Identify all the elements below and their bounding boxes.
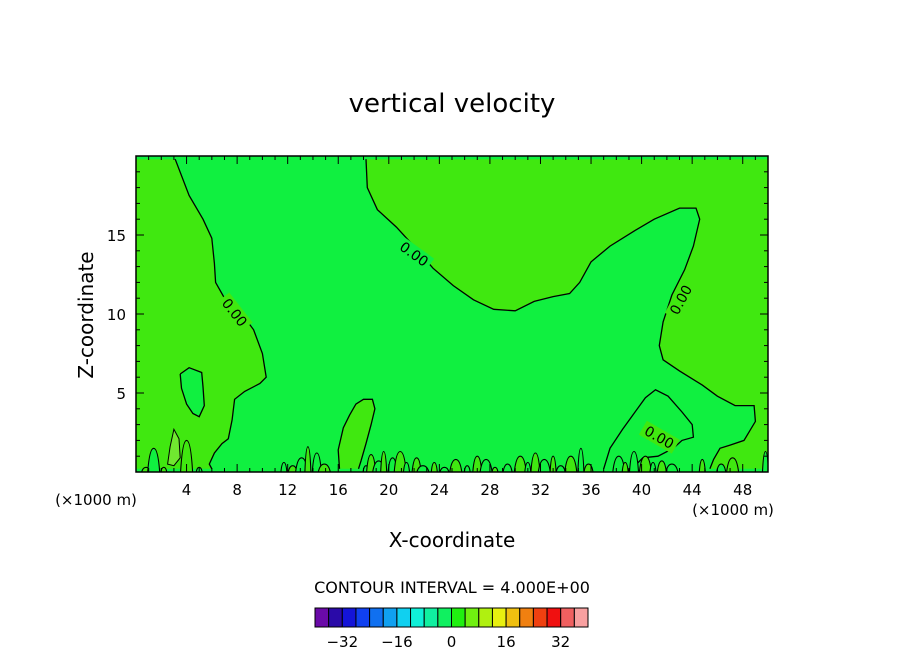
x-tick-label: 32 bbox=[531, 481, 550, 499]
colorbar-swatch bbox=[382, 607, 398, 628]
colorbar-tick-label: 0 bbox=[447, 633, 457, 651]
surface-perturbation bbox=[502, 463, 513, 472]
y-axis-unit-label: (×1000 m) bbox=[55, 491, 137, 509]
surface-perturbation bbox=[513, 455, 527, 472]
y-tick-label: 10 bbox=[107, 306, 126, 324]
surface-perturbation bbox=[479, 458, 493, 472]
surface-perturbation bbox=[311, 452, 322, 472]
colorbar-swatch bbox=[451, 607, 466, 628]
colorbar-swatch bbox=[437, 607, 453, 628]
x-tick-label: 16 bbox=[329, 481, 348, 499]
surface-perturbation bbox=[472, 455, 483, 472]
surface-perturbation bbox=[380, 450, 388, 472]
colorbar-swatch bbox=[410, 607, 425, 628]
surface-perturbation bbox=[439, 466, 450, 472]
colorbar-swatch bbox=[369, 607, 384, 628]
surface-perturbation bbox=[698, 458, 706, 472]
colorbar: −32 −16 0 16 32 bbox=[314, 607, 589, 651]
colorbar-swatch bbox=[341, 607, 357, 628]
contour-line-central-lobe bbox=[365, 159, 757, 470]
colorbar-tick-label: 32 bbox=[551, 633, 570, 651]
surface-perturbation bbox=[577, 447, 585, 472]
x-tick-label: 40 bbox=[632, 481, 651, 499]
plot-area: 0.000.000.000.00 bbox=[135, 155, 769, 473]
surface-perturbation bbox=[555, 465, 566, 472]
region-positive-right bbox=[366, 159, 768, 469]
contour-pocket-left-pocket bbox=[167, 427, 181, 467]
surface-perturbation bbox=[393, 450, 407, 472]
x-tick-label: 48 bbox=[733, 481, 752, 499]
contour-interval-text: CONTOUR INTERVAL = 4.000E+00 bbox=[314, 578, 590, 597]
colorbar-swatch bbox=[519, 607, 534, 628]
x-axis-label: X-coordinate bbox=[389, 528, 516, 552]
y-tick-label: 5 bbox=[116, 385, 126, 403]
colorbar-swatch bbox=[423, 607, 439, 628]
surface-perturbation bbox=[147, 447, 161, 472]
contour-label-bg bbox=[394, 236, 435, 272]
surface-perturbation bbox=[280, 461, 288, 472]
x-tick-label: 44 bbox=[683, 481, 702, 499]
x-tick-label: 20 bbox=[379, 481, 398, 499]
x-tick-label: 8 bbox=[232, 481, 242, 499]
contour-fill-group: 0.000.000.000.00 bbox=[136, 156, 768, 472]
colorbar-swatch bbox=[560, 607, 575, 628]
x-axis-unit-label: (×1000 m) bbox=[692, 501, 774, 519]
colorbar-swatch bbox=[573, 607, 589, 628]
region-positive-left bbox=[136, 159, 267, 469]
surface-perturbation bbox=[402, 461, 411, 472]
surface-perturbation bbox=[549, 455, 557, 472]
colorbar-swatch bbox=[396, 607, 412, 628]
surface-perturbation bbox=[491, 466, 499, 472]
surface-perturbation bbox=[638, 455, 652, 472]
contour-line-left-island bbox=[179, 366, 205, 418]
x-tick-label: 36 bbox=[581, 481, 600, 499]
surface-perturbation bbox=[416, 465, 430, 472]
surface-perturbation bbox=[621, 461, 629, 472]
x-axis: 4 8 12 16 20 24 28 32 36 40 44 48 bbox=[148, 156, 756, 499]
colorbar-tick-label: −16 bbox=[381, 633, 413, 651]
colorbar-swatch bbox=[546, 607, 562, 628]
contour-line-lower-right-pocket bbox=[603, 389, 695, 470]
surface-perturbation bbox=[304, 446, 312, 472]
surface-perturbation bbox=[317, 463, 331, 472]
colorbar-swatch bbox=[491, 607, 507, 628]
colorbar-tick-label: 16 bbox=[497, 633, 516, 651]
y-axis-label: Z-coordinate bbox=[74, 251, 98, 378]
region-positive-plume bbox=[338, 399, 375, 469]
colorbar-tick-label: −32 bbox=[326, 633, 358, 651]
colorbar-swatch bbox=[355, 607, 371, 628]
surface-perturbation bbox=[524, 461, 532, 472]
region-negative-island bbox=[180, 367, 205, 417]
contour-line-left-boundary bbox=[174, 158, 267, 470]
surface-perturbation bbox=[628, 450, 640, 472]
x-tick-label: 28 bbox=[480, 481, 499, 499]
colorbar-swatch bbox=[464, 607, 480, 628]
y-axis: 5 10 15 bbox=[107, 171, 768, 457]
surface-perturbation bbox=[180, 439, 194, 472]
contour-label-bg bbox=[638, 420, 680, 454]
x-tick-label: 4 bbox=[182, 481, 192, 499]
contour-label-bg bbox=[664, 279, 697, 321]
surface-perturbation bbox=[537, 458, 551, 472]
colorbar-swatch bbox=[328, 607, 343, 628]
x-tick-label: 12 bbox=[278, 481, 297, 499]
contour-line-central-plume bbox=[337, 398, 376, 469]
surface-perturbation bbox=[430, 461, 438, 472]
colorbar-swatch bbox=[314, 607, 330, 628]
colorbar-swatch bbox=[532, 607, 548, 628]
surface-perturbation bbox=[449, 458, 463, 472]
surface-perturbation bbox=[564, 455, 578, 472]
contour-label-bg bbox=[216, 292, 253, 333]
x-tick-label: 24 bbox=[430, 481, 449, 499]
y-tick-label: 15 bbox=[107, 227, 126, 245]
colorbar-swatch bbox=[505, 607, 521, 628]
colorbar-swatch bbox=[478, 607, 493, 628]
surface-perturbation bbox=[530, 452, 541, 472]
surface-perturbation bbox=[656, 460, 667, 472]
chart-title: vertical velocity bbox=[349, 89, 556, 119]
